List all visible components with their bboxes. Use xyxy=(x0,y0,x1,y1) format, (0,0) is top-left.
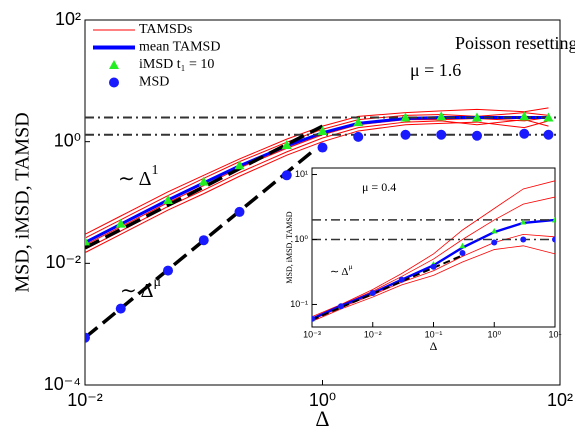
tamsd-line xyxy=(85,120,549,254)
x-tick-label: 10⁻² xyxy=(364,329,382,339)
y-axis-label: MSD, iMSD, TAMSD xyxy=(12,112,34,292)
annotation-base: ∼ Δ xyxy=(120,280,154,302)
legend-entry: mean TAMSD xyxy=(93,40,220,55)
annotation: Poisson resetting xyxy=(455,33,575,53)
x-axis-label: Δ xyxy=(430,339,438,353)
annotation: μ = 1.6 xyxy=(410,60,461,80)
y-tick-label: 10⁻⁴ xyxy=(44,374,81,394)
msd-marker xyxy=(459,249,466,256)
imsd-marker xyxy=(198,176,209,186)
y-tick-label: 10⁰ xyxy=(54,130,81,150)
msd-marker xyxy=(471,130,482,141)
msd-marker xyxy=(198,235,209,246)
y-axis-label: MSD, iMSD, TAMSD xyxy=(285,211,294,283)
msd-marker xyxy=(369,290,376,297)
x-tick-label: 10⁻¹ xyxy=(425,329,443,339)
imsd-marker xyxy=(552,216,555,223)
msd-marker xyxy=(85,332,90,343)
annotation-sup: μ xyxy=(348,262,352,271)
imsd-marker xyxy=(115,218,126,228)
imsd-marker xyxy=(85,236,90,246)
msd-marker xyxy=(543,129,554,140)
ref-line xyxy=(85,124,324,250)
legend-swatch xyxy=(109,77,119,88)
legend-entry: MSD xyxy=(109,75,169,90)
annotation: ∼ Δμ xyxy=(330,262,353,278)
plot xyxy=(312,180,555,322)
legend-swatch xyxy=(109,60,119,69)
ref-line xyxy=(312,254,463,321)
msd-marker xyxy=(115,303,126,314)
msd-marker xyxy=(163,265,174,276)
legend-label: iMSD t₁ = 10 xyxy=(139,57,214,72)
imsd-marker xyxy=(459,242,466,249)
imsd-marker xyxy=(353,117,364,127)
y-tick-label: 10⁻² xyxy=(45,252,81,272)
x-tick-label: 10¹ xyxy=(548,329,561,339)
msd-marker xyxy=(491,239,498,246)
msd-marker xyxy=(400,129,411,140)
y-tick-label: 10⁰ xyxy=(294,234,308,244)
msd-marker xyxy=(281,170,292,181)
annotation-base: ∼ Δ xyxy=(118,168,152,190)
imsd-marker xyxy=(543,112,554,122)
msd-marker xyxy=(519,128,530,139)
annotation-base: ∼ Δ xyxy=(330,266,348,278)
tamsd-line xyxy=(312,245,555,322)
legend-entry: iMSD t₁ = 10 xyxy=(109,57,214,72)
imsd-marker xyxy=(520,219,527,225)
annotation: ∼ Δμ xyxy=(120,275,161,301)
y-tick-label: 10¹ xyxy=(295,169,308,179)
imsd-marker xyxy=(163,194,174,204)
y-tick-label: 10² xyxy=(55,9,81,29)
imsd-marker xyxy=(234,160,245,170)
legend-label: TAMSDs xyxy=(139,22,192,37)
tamsd-line xyxy=(312,233,555,321)
x-tick-label: 10⁻³ xyxy=(303,329,321,339)
imsd-marker xyxy=(400,112,411,122)
x-tick-label: 10⁰ xyxy=(487,329,501,339)
x-tick-label: 10⁻² xyxy=(67,390,103,410)
legend-label: MSD xyxy=(139,75,169,90)
msd-marker xyxy=(552,236,555,243)
msd-marker xyxy=(520,236,527,243)
imsd-marker xyxy=(317,125,328,135)
imsd-marker xyxy=(519,111,530,121)
imsd-marker xyxy=(491,228,498,234)
annotation: ∼ Δ1 xyxy=(118,163,159,189)
x-tick-label: 10² xyxy=(547,390,573,410)
y-tick-label: 10⁻¹ xyxy=(290,299,308,309)
msd-marker xyxy=(337,303,344,310)
msd-marker xyxy=(312,315,315,322)
tamsd-line xyxy=(312,180,555,317)
annotation: μ = 0.4 xyxy=(362,180,396,194)
legend-label: mean TAMSD xyxy=(139,40,220,55)
msd-marker xyxy=(398,276,405,283)
msd-marker xyxy=(436,129,447,140)
x-axis-label: Δ xyxy=(315,406,329,431)
legend-entry: TAMSDs xyxy=(93,22,192,37)
annotation-sup: μ xyxy=(154,275,162,290)
x-tick-label: 10⁰ xyxy=(309,390,336,410)
msd-marker xyxy=(430,263,437,270)
annotation-sup: 1 xyxy=(152,163,159,178)
inset-chart: 10⁻³ 10⁻² 10⁻¹ 10⁰ 10¹ 10⁻¹ 10⁰ 10¹ Δ MSD, iMSD, … xyxy=(285,167,562,353)
msd-marker xyxy=(317,142,328,153)
msd-marker xyxy=(234,206,245,217)
imsd-marker xyxy=(436,111,447,121)
msd-marker xyxy=(353,131,364,142)
imsd-marker xyxy=(471,112,482,122)
imsd-marker xyxy=(281,140,292,150)
plot xyxy=(85,107,560,343)
